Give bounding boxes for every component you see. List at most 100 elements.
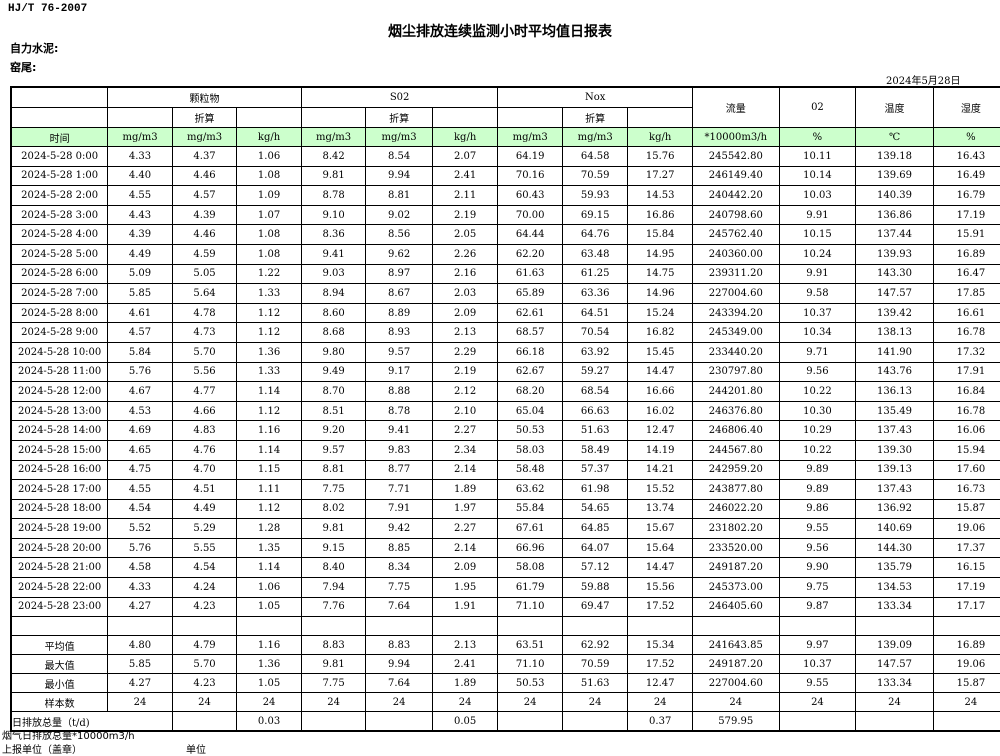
report-table: 颗粒物 S02 Nox 流量 02 温度 湿度 折算 折算 折算 时间 mg/m3…: [10, 86, 1000, 733]
time-cell: 2024-5-28 22:00: [10, 577, 109, 598]
header-humidity: 湿度: [932, 86, 1000, 128]
value-cell: 9.81: [300, 165, 367, 187]
table-row: 2024-5-28 12:00 4.67 4.77 1.14 8.70 8.88 2.12 6…: [10, 381, 1000, 402]
value-cell: 244567.80: [691, 439, 780, 461]
value-cell: 9.91: [778, 204, 857, 226]
value-cell: 1.08: [236, 224, 302, 245]
value-cell: 4.61: [107, 302, 173, 324]
value-cell: 17.19: [932, 204, 1000, 226]
value-cell: 8.68: [300, 322, 367, 343]
value-cell: 2.27: [431, 518, 499, 539]
value-cell: 9.57: [365, 341, 433, 363]
value-cell: 8.85: [365, 537, 433, 559]
value-cell: 240798.60: [691, 204, 780, 226]
time-cell: 2024-5-28 20:00: [10, 537, 109, 559]
value-cell: 4.53: [107, 400, 173, 422]
value-cell: 4.39: [171, 204, 238, 226]
unit-label: 单位: [186, 745, 206, 756]
summary-value: 24: [431, 692, 499, 713]
value-cell: 242959.20: [691, 459, 780, 481]
value-cell: 9.20: [300, 420, 367, 441]
time-cell: 2024-5-28 14:00: [10, 420, 109, 441]
value-cell: 9.17: [365, 361, 433, 383]
table-row: 2024-5-28 17:00 4.55 4.51 1.11 7.75 7.71 1.89 6…: [10, 479, 1000, 500]
value-cell: 9.55: [778, 518, 857, 539]
table-row: 2024-5-28 19:00 5.52 5.29 1.28 9.81 9.42 2.27 6…: [10, 518, 1000, 539]
value-cell: 4.78: [171, 302, 238, 324]
daily-total-value: 0.37: [627, 711, 693, 732]
summary-value: 24: [561, 692, 629, 713]
value-cell: 16.79: [932, 185, 1000, 206]
value-cell: 2.34: [431, 439, 499, 461]
value-cell: 17.85: [932, 283, 1000, 304]
summary-value: 17.52: [627, 654, 693, 675]
value-cell: 68.54: [561, 381, 629, 402]
units-row: 时间 mg/m3 mg/m3 kg/h mg/m3 mg/m3 kg/h mg/m3 mg/m3…: [10, 127, 1000, 147]
value-cell: 9.41: [300, 243, 367, 265]
value-cell: 63.62: [497, 479, 563, 500]
value-cell: 10.14: [778, 165, 857, 187]
value-cell: 8.36: [300, 224, 367, 245]
value-cell: 4.23: [171, 596, 238, 618]
value-cell: 4.75: [107, 459, 173, 481]
value-cell: 1.09: [236, 185, 302, 206]
value-cell: 137.43: [855, 479, 934, 500]
value-cell: 4.55: [107, 479, 173, 500]
value-cell: 9.10: [300, 204, 367, 226]
value-cell: 9.89: [778, 459, 857, 481]
value-cell: 10.34: [778, 322, 857, 343]
value-cell: 2.19: [431, 204, 499, 226]
summary-value: 7.75: [300, 673, 367, 694]
blank-row: [10, 616, 1000, 637]
value-cell: 9.83: [365, 439, 433, 461]
value-cell: 16.73: [932, 479, 1000, 500]
value-cell: 133.34: [855, 596, 934, 618]
value-cell: 233440.20: [691, 341, 780, 363]
value-cell: 9.89: [778, 479, 857, 500]
header-row-groups: 颗粒物 S02 Nox 流量 02 温度 湿度: [10, 86, 1000, 128]
daily-total-value: [300, 711, 367, 732]
value-cell: 8.81: [300, 459, 367, 481]
time-cell: 2024-5-28 6:00: [10, 263, 109, 285]
value-cell: 51.63: [561, 420, 629, 441]
value-cell: 9.71: [778, 341, 857, 363]
value-cell: 7.64: [365, 596, 433, 618]
value-cell: 10.11: [778, 146, 857, 167]
value-cell: 140.69: [855, 518, 934, 539]
summary-value: 147.57: [855, 654, 934, 675]
summary-value: 9.94: [365, 654, 433, 675]
summary-value: 24: [107, 692, 173, 713]
daily-total-value: [561, 711, 629, 732]
value-cell: 1.16: [236, 420, 302, 441]
value-cell: 62.61: [497, 302, 563, 324]
value-cell: 245349.00: [691, 322, 780, 343]
value-cell: 5.76: [107, 537, 173, 559]
value-cell: 17.32: [932, 341, 1000, 363]
summary-value: 71.10: [497, 654, 563, 675]
value-cell: 10.29: [778, 420, 857, 441]
value-cell: 1.08: [236, 243, 302, 265]
value-cell: 1.28: [236, 518, 302, 539]
daily-total-row: 日排放总量（t/d) 0.03 0.05 0.37 579.95: [10, 711, 1000, 732]
time-cell: 2024-5-28 13:00: [10, 400, 109, 422]
value-cell: 1.12: [236, 302, 302, 324]
value-cell: 5.56: [171, 361, 238, 383]
value-cell: 64.07: [561, 537, 629, 559]
value-cell: 137.43: [855, 420, 934, 441]
summary-value: 2.13: [431, 635, 499, 656]
value-cell: 147.57: [855, 283, 934, 304]
value-cell: 8.89: [365, 302, 433, 324]
value-cell: 10.22: [778, 439, 857, 461]
value-cell: 8.78: [365, 400, 433, 422]
value-cell: 12.47: [627, 420, 693, 441]
table-row: 2024-5-28 23:00 4.27 4.23 1.05 7.76 7.64 1.91 7…: [10, 596, 1000, 618]
daily-total-value: [171, 711, 238, 732]
time-cell: 2024-5-28 10:00: [10, 341, 109, 363]
summary-value: 24: [932, 692, 1000, 713]
value-cell: 63.48: [561, 243, 629, 265]
value-cell: 70.59: [561, 165, 629, 187]
value-cell: 1.12: [236, 400, 302, 422]
time-cell: 2024-5-28 1:00: [10, 165, 109, 187]
value-cell: 8.54: [365, 146, 433, 167]
value-cell: 4.46: [171, 224, 238, 245]
